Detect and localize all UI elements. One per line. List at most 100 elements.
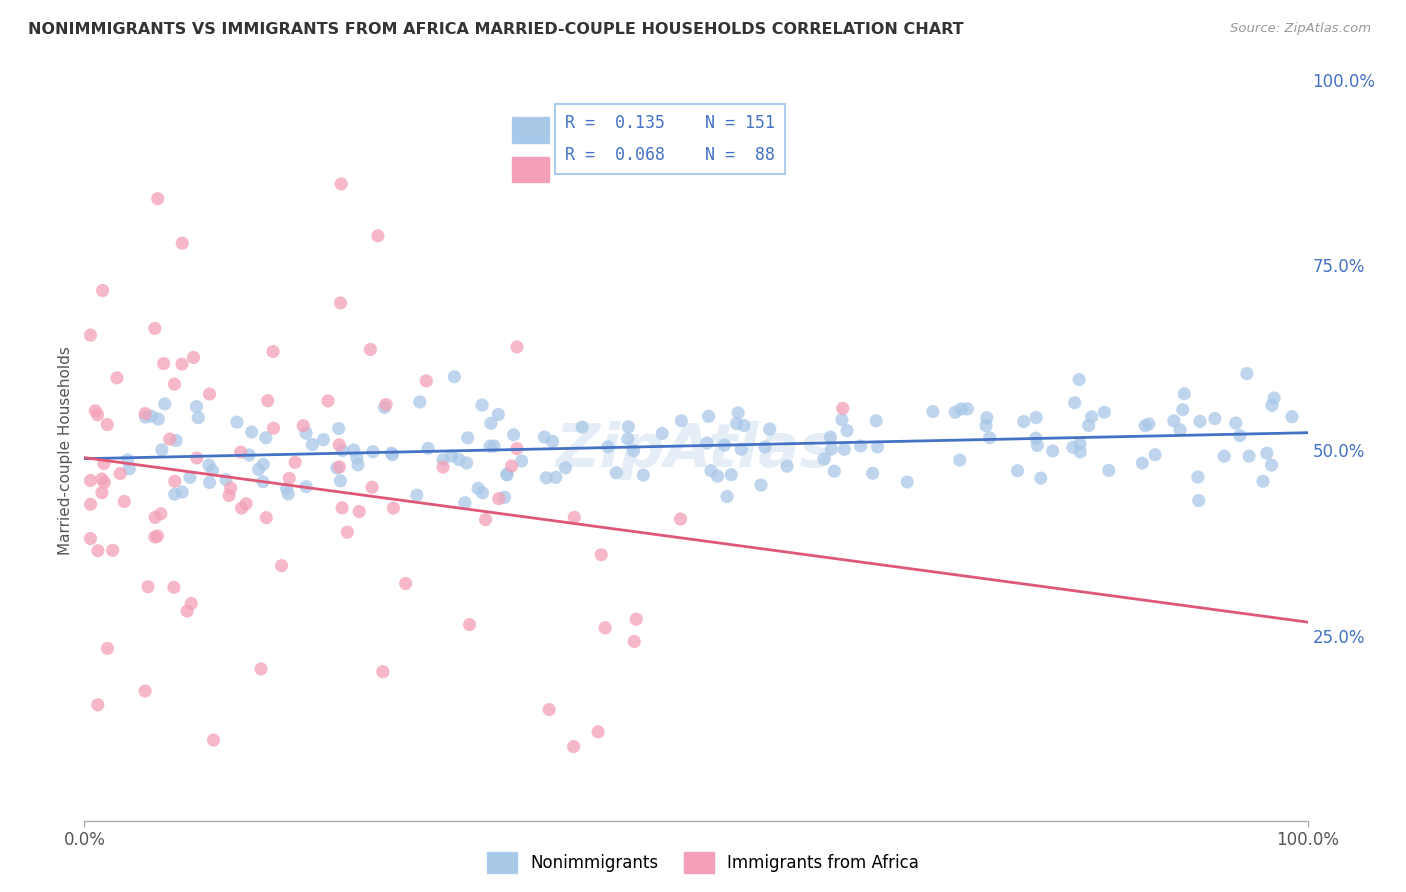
Point xyxy=(180,597,202,611)
Point xyxy=(496,467,519,482)
Point xyxy=(235,497,257,511)
Point xyxy=(218,488,240,502)
Point xyxy=(96,641,118,656)
Point xyxy=(447,452,470,467)
Point xyxy=(146,529,169,543)
Text: ZipAtlas: ZipAtlas xyxy=(555,421,837,480)
Point xyxy=(494,491,516,505)
Point xyxy=(440,449,463,463)
Point xyxy=(866,440,889,454)
Point xyxy=(215,473,238,487)
Point xyxy=(262,344,284,359)
Point xyxy=(146,192,169,206)
Point xyxy=(163,487,186,501)
Point xyxy=(1251,474,1274,488)
Point xyxy=(342,442,364,457)
Point xyxy=(831,401,853,416)
Point xyxy=(165,434,187,448)
Point xyxy=(326,461,349,475)
Point xyxy=(367,228,389,243)
Point xyxy=(382,501,405,516)
Point xyxy=(1137,417,1160,431)
Point xyxy=(346,450,368,465)
Point xyxy=(1204,411,1226,425)
Point xyxy=(187,410,209,425)
Point xyxy=(979,431,1001,445)
Point xyxy=(456,456,478,470)
Point xyxy=(591,548,613,562)
Point xyxy=(176,604,198,618)
Point xyxy=(533,430,555,444)
Point xyxy=(706,469,728,483)
Point xyxy=(486,408,509,422)
Point xyxy=(943,405,966,419)
Point xyxy=(700,464,723,478)
Point xyxy=(758,422,780,436)
Point xyxy=(813,451,835,466)
Point xyxy=(143,321,166,335)
Point xyxy=(1069,445,1091,459)
Point xyxy=(617,419,640,434)
Point xyxy=(254,510,277,524)
Point xyxy=(347,458,370,472)
Point xyxy=(488,491,510,506)
Point xyxy=(198,458,221,472)
Point xyxy=(395,576,418,591)
Point xyxy=(1025,431,1047,445)
Point xyxy=(623,443,645,458)
Point xyxy=(1098,463,1121,477)
Point xyxy=(1187,470,1209,484)
Point xyxy=(79,497,101,511)
Point xyxy=(733,418,755,433)
Point xyxy=(79,532,101,546)
Point xyxy=(329,474,352,488)
Point xyxy=(626,612,648,626)
Point xyxy=(1144,448,1167,462)
Point xyxy=(727,406,749,420)
Point xyxy=(328,438,350,452)
Point xyxy=(849,439,872,453)
Point xyxy=(375,398,398,412)
Point xyxy=(301,437,323,451)
Point xyxy=(1163,414,1185,428)
Point xyxy=(482,439,505,453)
Point xyxy=(1067,373,1090,387)
Point xyxy=(457,431,479,445)
FancyBboxPatch shape xyxy=(513,156,550,183)
Point xyxy=(776,459,799,474)
Point xyxy=(183,351,205,365)
Point xyxy=(536,471,558,485)
Point xyxy=(276,482,298,496)
Point xyxy=(1171,402,1194,417)
Text: Source: ZipAtlas.com: Source: ZipAtlas.com xyxy=(1230,22,1371,36)
Point xyxy=(950,401,973,416)
Point xyxy=(617,432,640,446)
Point xyxy=(186,450,208,465)
Point xyxy=(541,434,564,449)
Point xyxy=(112,494,135,508)
Point xyxy=(586,724,609,739)
Point xyxy=(1069,437,1091,451)
Point xyxy=(86,408,108,422)
Point xyxy=(571,420,593,434)
Point xyxy=(596,440,619,454)
Point xyxy=(1229,428,1251,442)
Point xyxy=(1237,449,1260,463)
Point xyxy=(87,698,110,712)
Point xyxy=(371,665,394,679)
FancyBboxPatch shape xyxy=(513,118,550,144)
Point xyxy=(238,448,260,462)
Point xyxy=(1062,440,1084,454)
Point xyxy=(84,403,107,417)
Point xyxy=(820,442,842,456)
Point xyxy=(93,475,115,490)
Point xyxy=(330,177,353,191)
Point xyxy=(163,475,186,489)
Point xyxy=(240,425,263,439)
Point xyxy=(90,472,112,486)
Point xyxy=(416,442,439,456)
Point xyxy=(409,395,432,409)
Point xyxy=(328,459,350,474)
Point xyxy=(865,414,887,428)
Point xyxy=(1256,446,1278,460)
